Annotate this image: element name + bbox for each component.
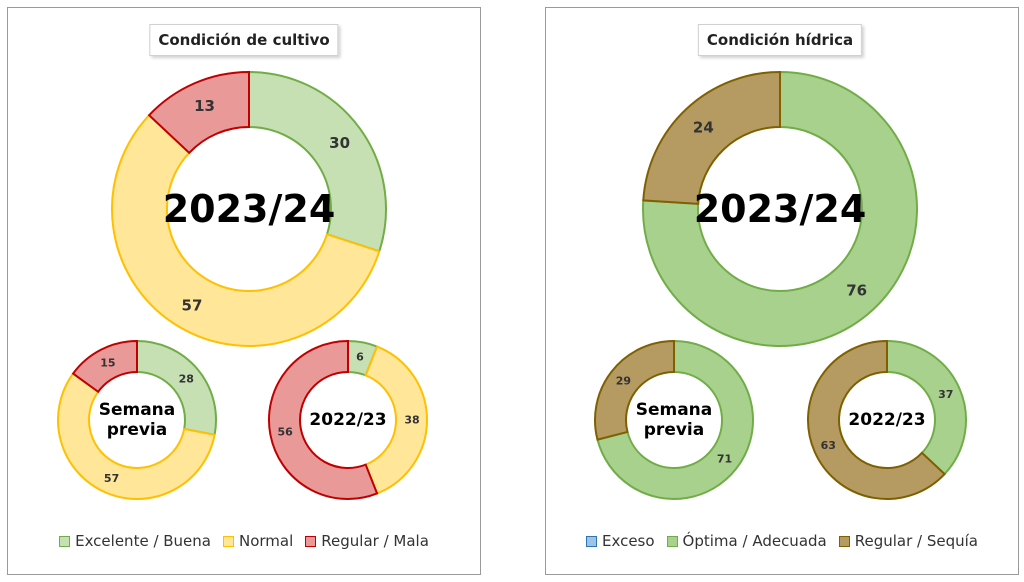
center-label: 2022/23 <box>309 410 386 430</box>
segment-normal <box>111 113 381 347</box>
segment-regular-mala <box>71 339 138 394</box>
value-label: 6 <box>356 351 364 364</box>
value-label: 15 <box>100 356 115 369</box>
legend-label: Normal <box>239 532 294 550</box>
water-condition-panel: 76 24 2023/24 71 29 Semana previa 37 63 2022/23 C… <box>545 7 1019 575</box>
value-label: 13 <box>194 97 215 115</box>
value-label: 76 <box>846 282 867 300</box>
legend-item-exceso: Exceso <box>585 532 655 550</box>
donut-2023-24: 76 24 2023/24 <box>642 70 918 347</box>
legend-item-regular-sequia: Regular / Sequía <box>838 532 978 550</box>
segment-regular-mala <box>268 339 379 500</box>
value-label: 24 <box>693 118 714 136</box>
segment-normal <box>57 372 216 500</box>
center-label: 2023/24 <box>163 187 336 231</box>
value-label: 38 <box>404 414 419 427</box>
value-label: 71 <box>717 453 732 466</box>
legend-swatch <box>838 535 850 547</box>
value-label: 28 <box>179 373 194 386</box>
legend-swatch <box>666 535 678 547</box>
center-label: 2022/23 <box>848 410 925 430</box>
legend-item-normal: Normal <box>223 532 293 550</box>
segment-regular-sequia <box>594 339 675 441</box>
segment-excelente-buena <box>248 70 387 253</box>
center-label: 2023/24 <box>694 187 867 231</box>
value-label: 57 <box>104 472 119 485</box>
legend-item-optima-adecuada: Óptima / Adecuada <box>666 532 827 550</box>
water-condition-legend: Exceso Óptima / Adecuada Regular / Sequí… <box>546 532 1018 550</box>
donut-2022-23: 37 63 2022/23 <box>807 339 967 500</box>
legend-label: Óptima / Adecuada <box>682 532 827 550</box>
segment-normal <box>364 345 428 495</box>
center-label: Semana <box>636 400 713 420</box>
value-label: 37 <box>938 388 953 401</box>
segment-optima-adecuada <box>596 339 754 500</box>
value-label: 57 <box>182 296 203 314</box>
segment-optima-adecuada <box>886 339 967 476</box>
crop-condition-legend: Excelente / Buena Normal Regular / Mala <box>8 532 480 550</box>
legend-swatch <box>585 535 597 547</box>
legend-label: Exceso <box>601 532 655 550</box>
value-label: 30 <box>329 134 350 152</box>
value-label: 29 <box>616 374 631 387</box>
crop-condition-panel: 30 57 13 2023/24 28 57 15 Semana previa 6 38 56 2022… <box>7 7 481 575</box>
center-label: previa <box>644 420 704 440</box>
center-label: previa <box>107 420 167 440</box>
donut-2023-24: 30 57 13 2023/24 <box>111 70 387 347</box>
legend-swatch <box>305 535 317 547</box>
legend-label: Regular / Sequía <box>854 532 978 550</box>
donut-2022-23: 6 38 56 2022/23 <box>268 339 428 500</box>
legend-label: Regular / Mala <box>321 532 429 550</box>
water-condition-title: Condición hídrica <box>697 24 863 56</box>
legend-item-excelente-buena: Excelente / Buena <box>59 532 211 550</box>
crop-condition-title: Condición de cultivo <box>149 24 339 56</box>
legend-item-regular-mala: Regular / Mala <box>305 532 429 550</box>
value-label: 56 <box>277 425 293 438</box>
center-label: Semana <box>99 400 176 420</box>
segment-regular-sequia <box>807 339 947 500</box>
segment-regular-sequia <box>642 70 781 205</box>
segment-regular-mala <box>147 70 250 155</box>
legend-swatch <box>223 535 234 547</box>
segment-optima-adecuada <box>642 70 918 347</box>
legend-swatch <box>59 535 71 547</box>
value-label: 63 <box>821 439 836 452</box>
legend-label: Excelente / Buena <box>75 532 211 550</box>
